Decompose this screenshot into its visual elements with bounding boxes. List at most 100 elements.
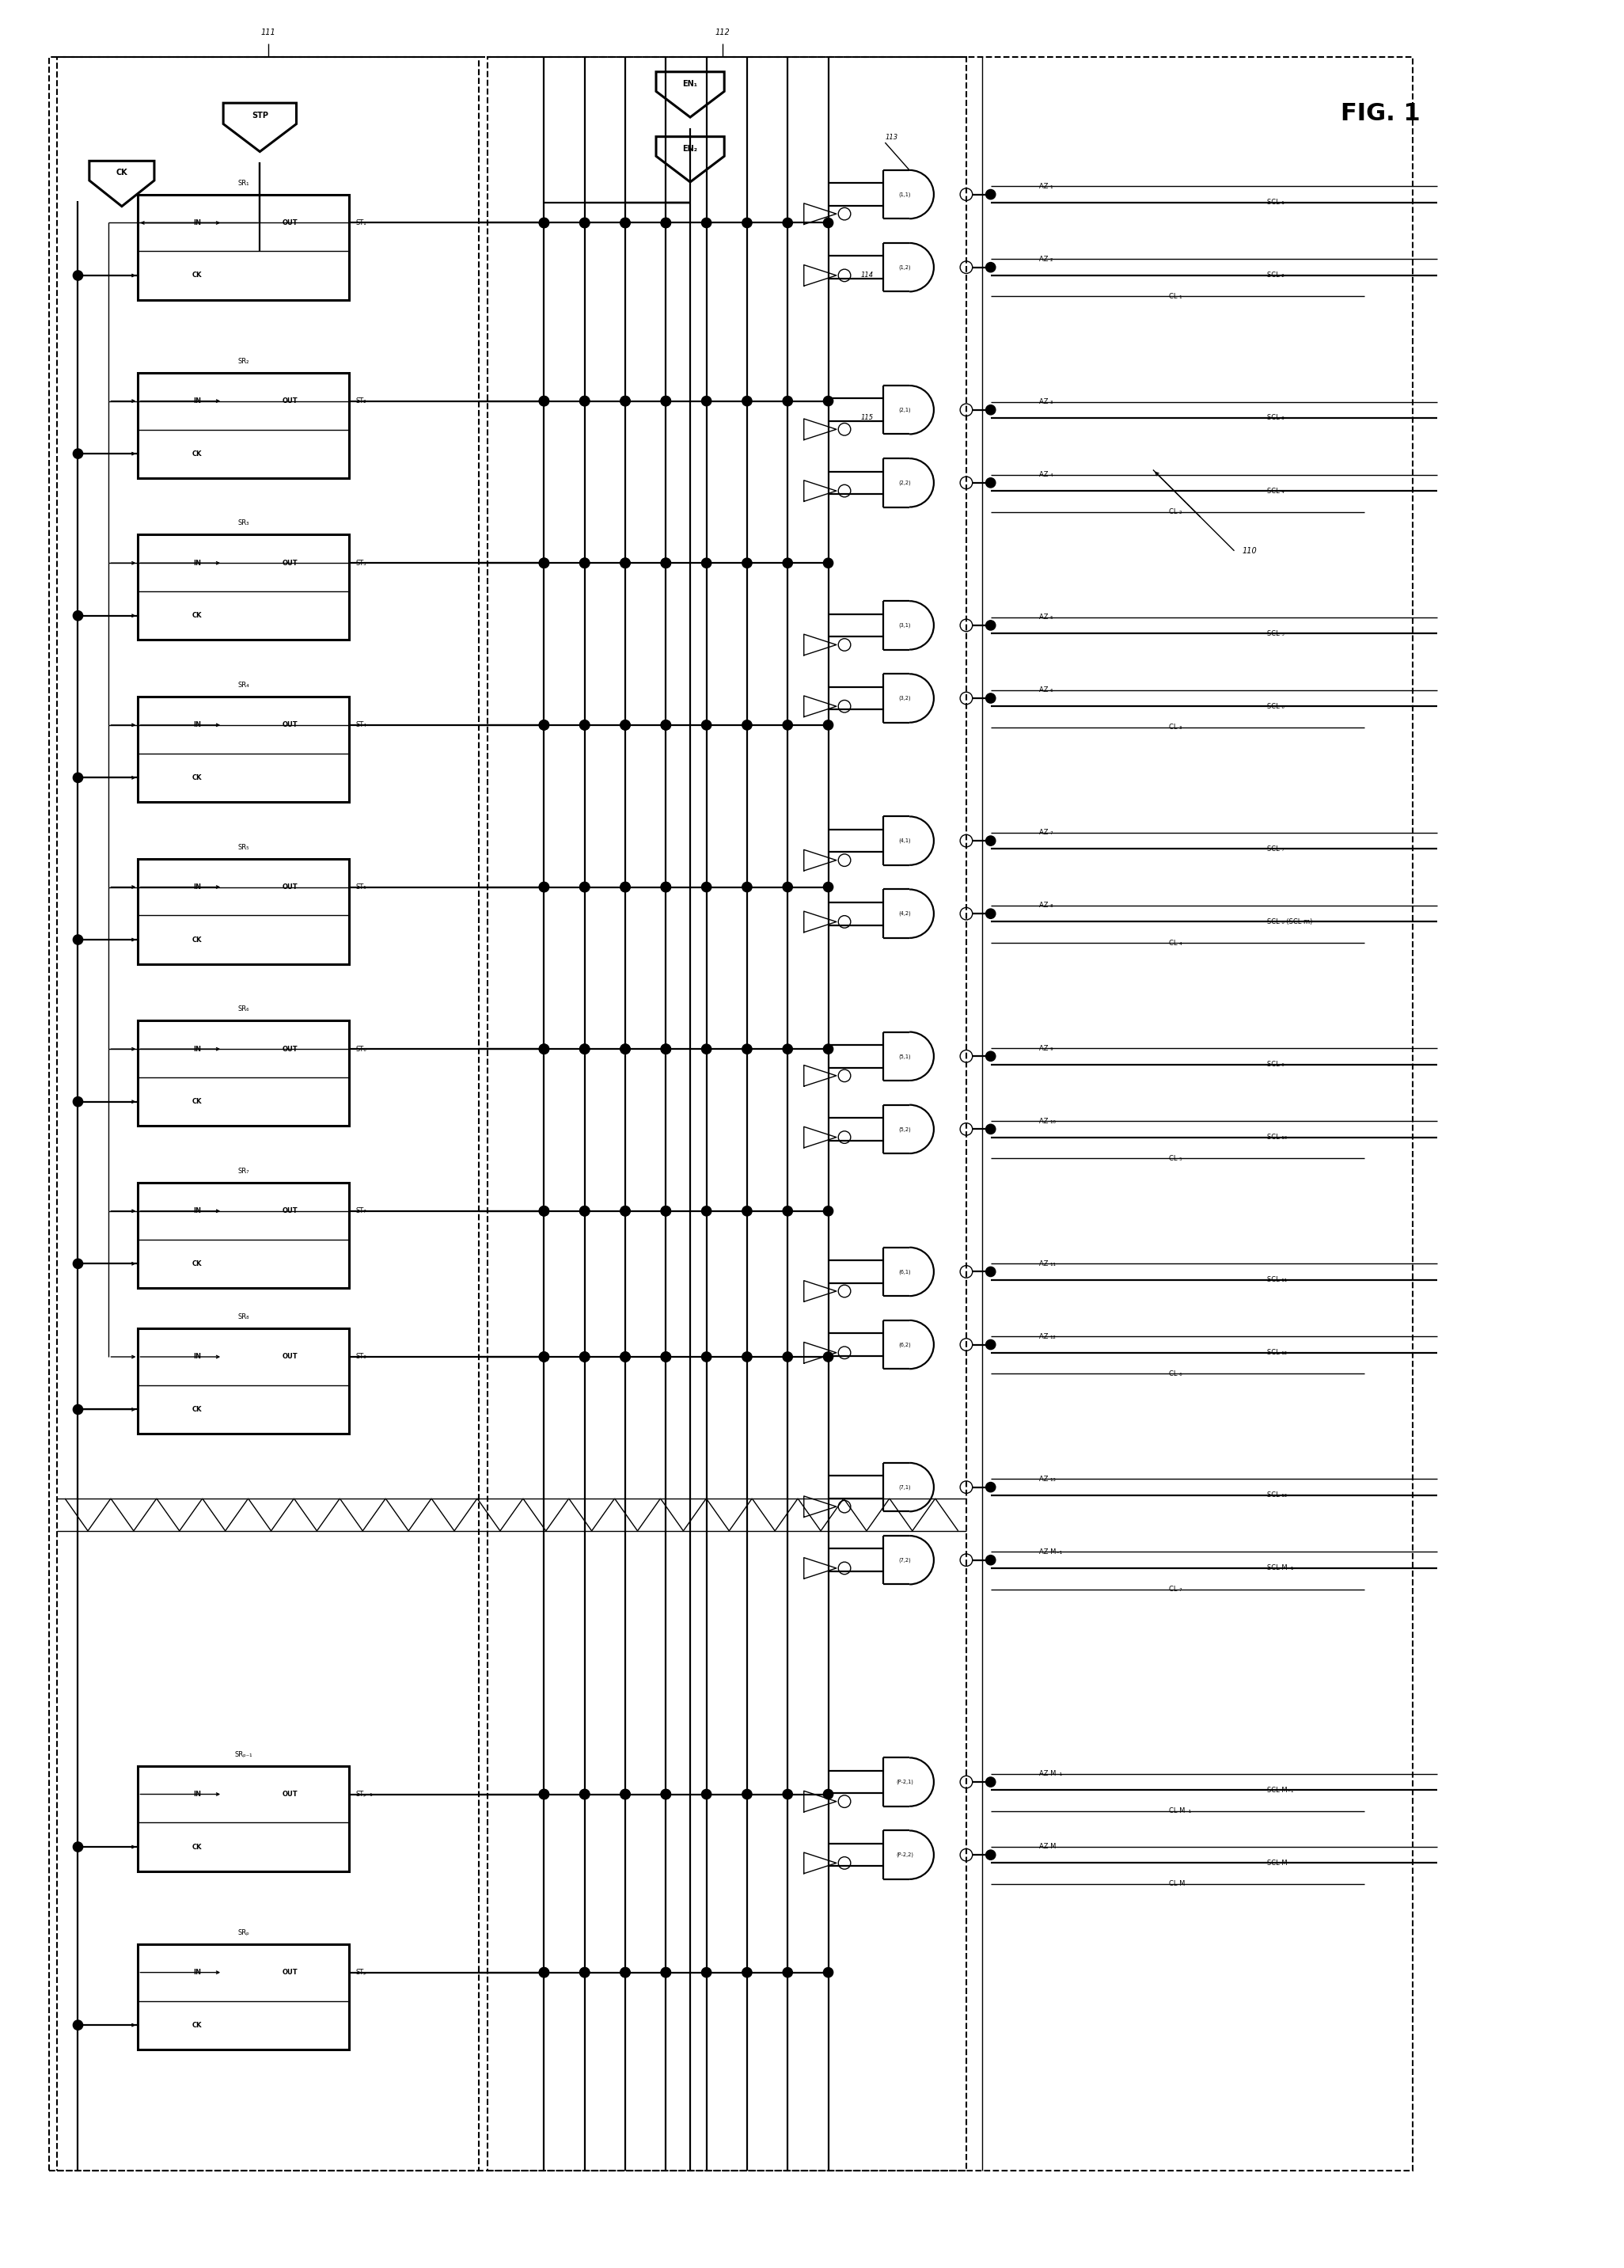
Circle shape <box>580 1969 590 1978</box>
Text: (P-2,2): (P-2,2) <box>896 1853 913 1857</box>
Polygon shape <box>656 136 724 181</box>
Circle shape <box>539 558 549 567</box>
Text: CK: CK <box>192 1261 201 1268</box>
Text: AZ ₅: AZ ₅ <box>1039 615 1054 621</box>
Circle shape <box>986 406 996 415</box>
Text: AZ ₆: AZ ₆ <box>1039 687 1054 694</box>
Text: CK: CK <box>192 773 201 780</box>
Circle shape <box>742 721 752 730</box>
Text: SCL ₈ (SCL m): SCL ₈ (SCL m) <box>1267 919 1312 925</box>
Circle shape <box>580 1789 590 1799</box>
Circle shape <box>580 397 590 406</box>
Circle shape <box>620 1789 630 1799</box>
Circle shape <box>580 882 590 891</box>
Bar <box>138 535 349 640</box>
Text: EN₂: EN₂ <box>682 145 698 152</box>
Text: AZ M: AZ M <box>1039 1844 1056 1851</box>
Text: IN: IN <box>193 397 201 404</box>
Circle shape <box>661 1969 671 1978</box>
Text: 110: 110 <box>1242 547 1257 556</box>
Text: ST₃: ST₃ <box>356 560 367 567</box>
Circle shape <box>742 882 752 891</box>
Circle shape <box>783 1789 793 1799</box>
Text: CK: CK <box>192 1406 201 1413</box>
Text: CK: CK <box>192 272 201 279</box>
Text: STₚ: STₚ <box>356 1969 367 1975</box>
Circle shape <box>986 1483 996 1492</box>
Circle shape <box>580 1789 590 1799</box>
Text: SCL ₆: SCL ₆ <box>1267 703 1285 710</box>
Circle shape <box>580 1043 590 1055</box>
Circle shape <box>620 1789 630 1799</box>
Bar <box>138 1944 349 2050</box>
Text: ST₆: ST₆ <box>356 1046 367 1052</box>
Text: SCL M: SCL M <box>1267 1860 1286 1867</box>
Circle shape <box>661 1352 671 1361</box>
Text: STₚ₋₁: STₚ₋₁ <box>356 1792 374 1799</box>
Circle shape <box>580 558 590 567</box>
Text: CL ₃: CL ₃ <box>1169 723 1182 730</box>
Text: SCL ₁₃: SCL ₁₃ <box>1267 1492 1286 1499</box>
Text: ST₅: ST₅ <box>356 885 367 891</box>
Circle shape <box>986 621 996 631</box>
Circle shape <box>661 882 671 891</box>
Circle shape <box>742 1043 752 1055</box>
Text: OUT: OUT <box>283 1046 297 1052</box>
Text: SCL ₃: SCL ₃ <box>1267 415 1285 422</box>
Circle shape <box>986 1125 996 1134</box>
Text: (2,1): (2,1) <box>898 408 911 413</box>
Text: OUT: OUT <box>283 1354 297 1361</box>
Text: FIG. 1: FIG. 1 <box>1340 102 1421 125</box>
Text: SCL ₇: SCL ₇ <box>1267 846 1285 853</box>
Text: ST₁: ST₁ <box>356 220 367 227</box>
Bar <box>138 1182 349 1288</box>
Text: CL ₅: CL ₅ <box>1169 1154 1182 1161</box>
Circle shape <box>620 1352 630 1361</box>
Text: IN: IN <box>193 1207 201 1216</box>
Circle shape <box>986 694 996 703</box>
Circle shape <box>702 558 711 567</box>
Text: SCL ₁₂: SCL ₁₂ <box>1267 1349 1286 1356</box>
Text: AZ ₁: AZ ₁ <box>1039 184 1054 191</box>
Text: IN: IN <box>193 1354 201 1361</box>
Circle shape <box>986 1340 996 1349</box>
Circle shape <box>823 882 833 891</box>
Polygon shape <box>89 161 154 206</box>
Circle shape <box>539 1352 549 1361</box>
Text: (4,1): (4,1) <box>898 839 911 844</box>
Circle shape <box>580 1352 590 1361</box>
Text: ST₈: ST₈ <box>356 1354 367 1361</box>
Text: AZ ₉: AZ ₉ <box>1039 1046 1054 1052</box>
Circle shape <box>742 1207 752 1216</box>
Circle shape <box>620 1207 630 1216</box>
Circle shape <box>661 721 671 730</box>
Text: AZ ₈: AZ ₈ <box>1039 903 1054 909</box>
Text: (6,1): (6,1) <box>898 1270 911 1275</box>
Circle shape <box>986 1052 996 1061</box>
Text: CL ₆: CL ₆ <box>1169 1370 1182 1377</box>
Text: AZ ₁₀: AZ ₁₀ <box>1039 1118 1056 1125</box>
Text: CL ₁: CL ₁ <box>1169 293 1182 299</box>
Text: (2,2): (2,2) <box>898 481 911 485</box>
Circle shape <box>986 909 996 919</box>
Circle shape <box>620 721 630 730</box>
Text: (5,2): (5,2) <box>898 1127 911 1132</box>
Circle shape <box>783 558 793 567</box>
Text: OUT: OUT <box>283 1792 297 1799</box>
Circle shape <box>986 837 996 846</box>
Bar <box>138 860 349 964</box>
Circle shape <box>539 218 549 227</box>
Circle shape <box>661 218 671 227</box>
Circle shape <box>661 1207 671 1216</box>
Circle shape <box>661 1207 671 1216</box>
Bar <box>57 57 479 2170</box>
Circle shape <box>620 397 630 406</box>
Bar <box>138 1329 349 1433</box>
Circle shape <box>742 1352 752 1361</box>
Circle shape <box>783 1969 793 1978</box>
Text: IN: IN <box>193 885 201 891</box>
Circle shape <box>73 449 83 458</box>
Circle shape <box>742 558 752 567</box>
Text: (6,2): (6,2) <box>898 1343 911 1347</box>
Text: SR₈: SR₈ <box>237 1313 250 1320</box>
